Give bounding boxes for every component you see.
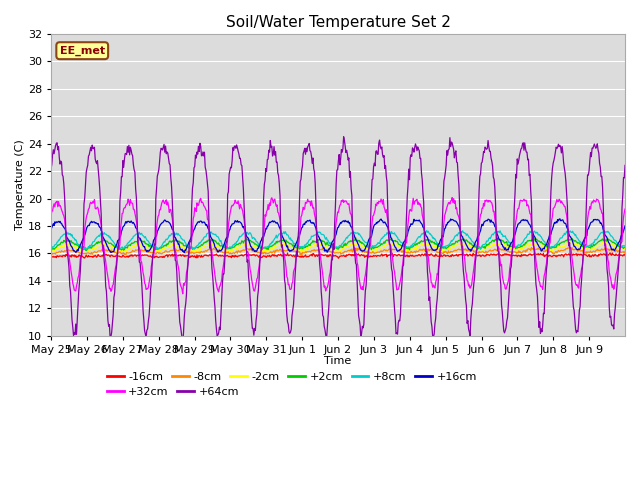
Y-axis label: Temperature (C): Temperature (C) <box>15 140 25 230</box>
Title: Soil/Water Temperature Set 2: Soil/Water Temperature Set 2 <box>225 15 451 30</box>
X-axis label: Time: Time <box>324 356 351 366</box>
Text: EE_met: EE_met <box>60 46 105 56</box>
Legend: +32cm, +64cm: +32cm, +64cm <box>102 382 244 401</box>
